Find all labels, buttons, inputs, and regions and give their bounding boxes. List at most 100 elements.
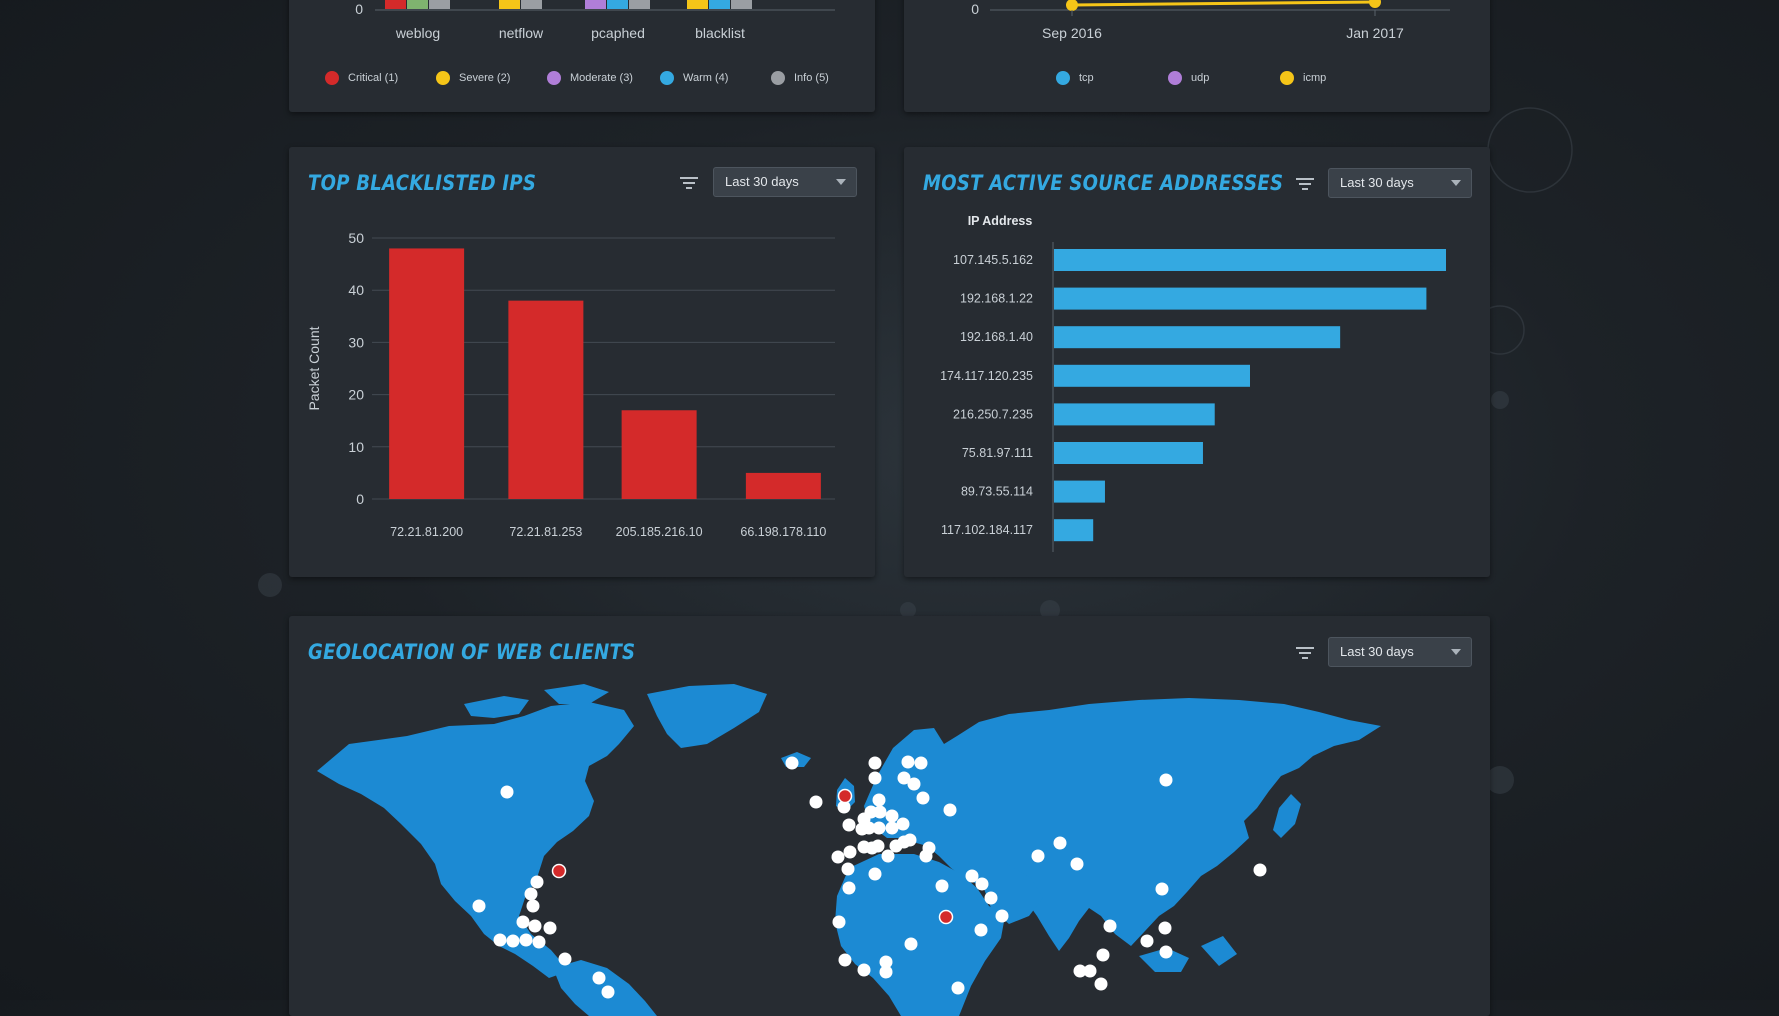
client-location-dot[interactable]: [506, 934, 520, 948]
bar[interactable]: [389, 248, 465, 499]
client-location-dot[interactable]: [901, 755, 915, 769]
client-location-dot[interactable]: [943, 803, 957, 817]
legend-item[interactable]: Warm (4): [660, 71, 728, 85]
severity-bar-segment[interactable]: [607, 0, 628, 9]
client-location-dot[interactable]: [896, 817, 910, 831]
severity-bar-segment[interactable]: [407, 0, 428, 9]
series-point[interactable]: [1066, 0, 1078, 11]
client-location-dot[interactable]: [519, 933, 533, 947]
client-location-dot[interactable]: [1053, 836, 1067, 850]
client-location-dot[interactable]: [1140, 934, 1154, 948]
client-location-dot[interactable]: [873, 805, 887, 819]
client-location-dot[interactable]: [1253, 863, 1267, 877]
bar[interactable]: [1054, 364, 1250, 387]
client-location-dot[interactable]: [919, 849, 933, 863]
bar[interactable]: [1054, 519, 1094, 542]
severity-bar-segment[interactable]: [629, 0, 650, 9]
severity-bar-segment[interactable]: [585, 0, 606, 9]
client-location-dot[interactable]: [904, 937, 918, 951]
client-location-dot[interactable]: [493, 933, 507, 947]
client-location-dot[interactable]: [914, 756, 928, 770]
legend-item[interactable]: Moderate (3): [547, 71, 633, 85]
client-location-dot[interactable]: [530, 875, 544, 889]
time-range-dropdown[interactable]: Last 30 days: [713, 167, 857, 197]
client-location-dot[interactable]: [951, 981, 965, 995]
client-location-dot[interactable]: [1031, 849, 1045, 863]
client-location-dot[interactable]: [872, 821, 886, 835]
client-location-dot[interactable]: [524, 887, 538, 901]
client-location-dot[interactable]: [1094, 977, 1108, 991]
client-location-dot[interactable]: [897, 771, 911, 785]
legend-item[interactable]: Info (5): [771, 71, 829, 85]
client-location-dot[interactable]: [885, 809, 899, 823]
bar[interactable]: [1054, 480, 1105, 503]
severity-bar-segment[interactable]: [499, 0, 520, 9]
client-location-dot[interactable]: [837, 800, 851, 814]
client-location-dot[interactable]: [1159, 773, 1173, 787]
client-location-dot[interactable]: [862, 821, 876, 835]
client-location-dot[interactable]: [984, 891, 998, 905]
client-location-dot[interactable]: [885, 821, 899, 835]
client-location-dot[interactable]: [841, 862, 855, 876]
legend-item[interactable]: udp: [1168, 71, 1209, 85]
series-point[interactable]: [1369, 0, 1381, 8]
severity-bar-segment[interactable]: [385, 0, 406, 9]
client-location-dot[interactable]: [907, 777, 921, 791]
legend-item[interactable]: tcp: [1056, 71, 1094, 85]
bar[interactable]: [621, 410, 697, 499]
time-range-dropdown[interactable]: Last 30 days: [1328, 168, 1472, 198]
severity-bar-segment[interactable]: [687, 0, 708, 9]
alert-location-dot[interactable]: [837, 788, 853, 804]
client-location-dot[interactable]: [543, 921, 557, 935]
client-location-dot[interactable]: [935, 879, 949, 893]
client-location-dot[interactable]: [879, 965, 893, 979]
filter-icon[interactable]: [1295, 645, 1315, 661]
severity-bar-segment[interactable]: [429, 0, 450, 9]
client-location-dot[interactable]: [528, 919, 542, 933]
legend-item[interactable]: Critical (1): [325, 71, 398, 85]
client-location-dot[interactable]: [868, 867, 882, 881]
client-location-dot[interactable]: [871, 839, 885, 853]
client-location-dot[interactable]: [889, 839, 903, 853]
client-location-dot[interactable]: [601, 985, 615, 999]
severity-bar-segment[interactable]: [709, 0, 730, 9]
alert-location-dot[interactable]: [938, 909, 954, 925]
client-location-dot[interactable]: [916, 791, 930, 805]
client-location-dot[interactable]: [592, 971, 606, 985]
client-location-dot[interactable]: [881, 849, 895, 863]
client-location-dot[interactable]: [558, 952, 572, 966]
world-map[interactable]: [289, 616, 1490, 1016]
bar[interactable]: [1054, 287, 1427, 310]
severity-bar-segment[interactable]: [731, 0, 752, 9]
client-location-dot[interactable]: [995, 909, 1009, 923]
client-location-dot[interactable]: [965, 869, 979, 883]
client-location-dot[interactable]: [1070, 857, 1084, 871]
client-location-dot[interactable]: [832, 915, 846, 929]
bar[interactable]: [1054, 326, 1341, 349]
filter-icon[interactable]: [679, 175, 699, 191]
client-location-dot[interactable]: [974, 923, 988, 937]
client-location-dot[interactable]: [842, 881, 856, 895]
client-location-dot[interactable]: [1103, 919, 1117, 933]
client-location-dot[interactable]: [1073, 964, 1087, 978]
client-location-dot[interactable]: [831, 850, 845, 864]
client-location-dot[interactable]: [516, 915, 530, 929]
alert-location-dot[interactable]: [551, 863, 567, 879]
client-location-dot[interactable]: [868, 756, 882, 770]
bar[interactable]: [508, 300, 584, 499]
bar[interactable]: [1054, 249, 1446, 271]
client-location-dot[interactable]: [1096, 948, 1110, 962]
client-location-dot[interactable]: [809, 795, 823, 809]
client-location-dot[interactable]: [838, 953, 852, 967]
client-location-dot[interactable]: [857, 963, 871, 977]
filter-icon[interactable]: [1295, 176, 1315, 192]
legend-item[interactable]: Severe (2): [436, 71, 510, 85]
client-location-dot[interactable]: [1158, 921, 1172, 935]
client-location-dot[interactable]: [1083, 964, 1097, 978]
client-location-dot[interactable]: [526, 899, 540, 913]
severity-bar-segment[interactable]: [521, 0, 542, 9]
client-location-dot[interactable]: [500, 785, 514, 799]
client-location-dot[interactable]: [975, 877, 989, 891]
client-location-dot[interactable]: [532, 935, 546, 949]
client-location-dot[interactable]: [785, 756, 799, 770]
